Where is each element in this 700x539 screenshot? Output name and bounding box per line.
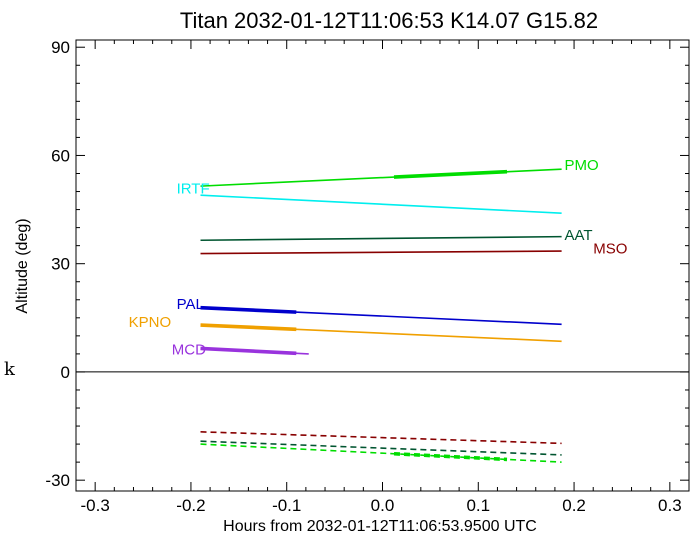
unnamed-dashed-thick-segment: [393, 451, 508, 462]
series-layer: [200, 168, 562, 463]
x-tick-label: -0.2: [176, 496, 205, 515]
label-aat: AAT: [564, 227, 592, 244]
plot-frame: [75, 39, 690, 492]
x-tick-label: -0.1: [272, 496, 301, 515]
label-pmo: PMO: [564, 157, 598, 174]
mcd-solid-thick-segment: [200, 346, 297, 356]
x-tick-label: 0.0: [371, 496, 395, 515]
unnamed-dashed-line: [200, 431, 562, 445]
y-tick-label: 60: [51, 146, 70, 165]
aat-solid-line: [200, 235, 562, 242]
unnamed-dashed-line: [200, 443, 562, 463]
pmo-solid-thick-segment: [393, 169, 508, 179]
y-tick-label: 30: [51, 255, 70, 274]
label-kpno: KPNO: [129, 314, 172, 331]
label-mcd: MCD: [172, 342, 206, 359]
label-pal: PAL: [177, 296, 204, 313]
y-tick-label: 90: [51, 38, 70, 57]
pal-solid-thick-segment: [200, 305, 297, 314]
irtf-solid-line: [200, 194, 562, 214]
plot-border: [75, 39, 690, 492]
x-axis-label: Hours from 2032-01-12T11:06:53.9500 UTC: [223, 518, 537, 535]
pmo-solid-line: [200, 168, 562, 187]
kpno-solid-thick-segment: [200, 323, 297, 332]
label-irtf: IRTF: [177, 181, 210, 198]
x-tick-label: 0.3: [658, 496, 682, 515]
y-tick-label: -30: [45, 471, 70, 490]
chart-title: Titan 2032-01-12T11:06:53 K14.07 G15.82: [180, 8, 598, 33]
side-mark: k: [4, 359, 16, 380]
y-axis: -30 0 30 60 90: [45, 38, 689, 490]
x-tick-label: -0.3: [81, 496, 110, 515]
mso-solid-line: [200, 250, 562, 255]
label-mso: MSO: [593, 241, 627, 258]
y-tick-label: 0: [61, 363, 70, 382]
x-axis: -0.3 -0.2 -0.1 0.0 0.1 0.2 0.3: [75, 40, 690, 515]
y-axis-label: Altitude (deg): [14, 218, 31, 313]
x-tick-label: 0.1: [466, 496, 490, 515]
unnamed-dashed-line: [200, 440, 562, 456]
x-tick-label: 0.2: [562, 496, 586, 515]
